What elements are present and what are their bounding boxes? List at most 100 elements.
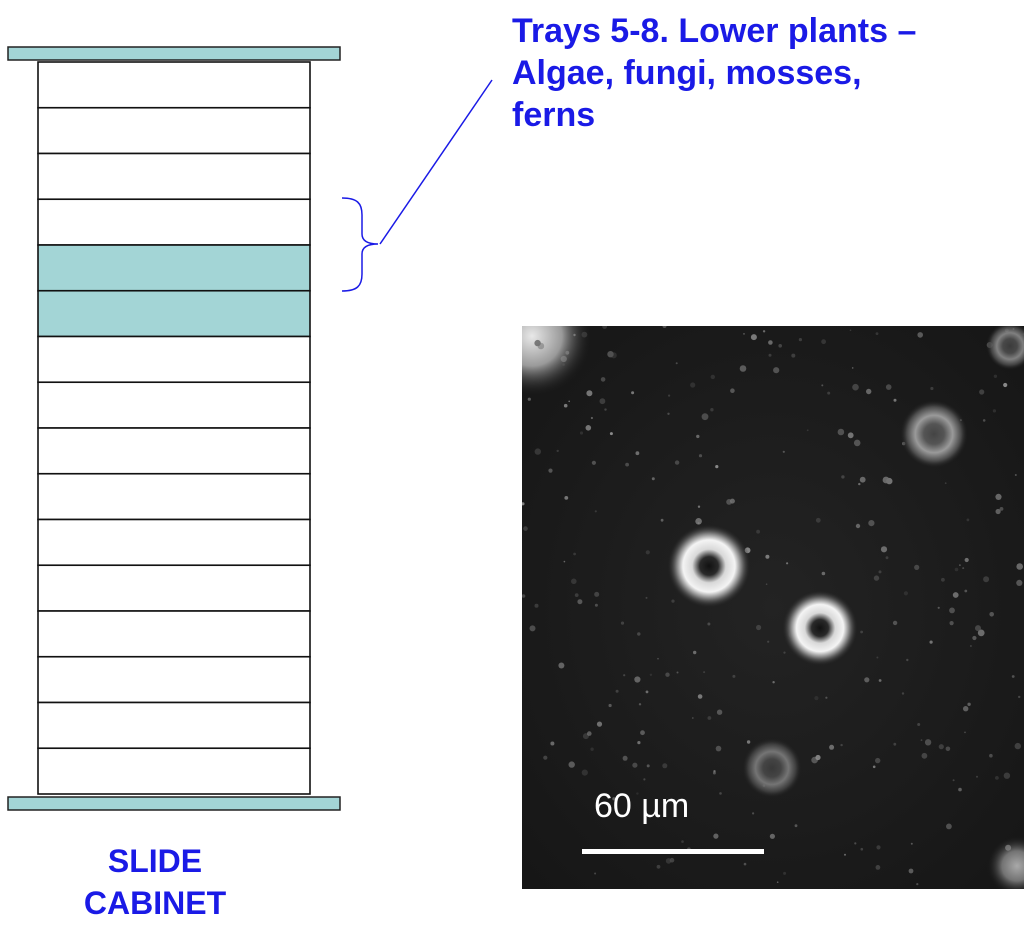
- micrograph-speck: [750, 334, 757, 341]
- micrograph-speck: [543, 755, 548, 760]
- micrograph-speck: [767, 640, 770, 643]
- micrograph-speck: [713, 770, 716, 773]
- micrograph-speck: [690, 382, 696, 388]
- spore-2: [782, 590, 858, 666]
- micrograph-speck: [967, 702, 971, 706]
- micrograph-speck: [821, 339, 826, 345]
- micrograph-speck: [855, 523, 861, 529]
- micrograph-speck: [979, 389, 985, 395]
- micrograph-speck: [550, 741, 555, 746]
- micrograph-speck: [910, 842, 913, 845]
- micrograph-speck: [1003, 382, 1008, 388]
- micrograph-speck: [534, 603, 539, 608]
- micrograph-speck: [875, 865, 881, 870]
- micrograph-speck: [995, 776, 999, 780]
- callout-line-1: Trays 5-8. Lower plants –: [512, 12, 917, 50]
- micrograph-speck: [563, 560, 566, 563]
- micrograph-speck: [852, 383, 859, 391]
- micrograph-speck: [573, 552, 576, 556]
- micrograph-speck: [815, 754, 821, 761]
- micrograph-speck: [715, 465, 719, 469]
- micrograph-speck: [752, 812, 755, 815]
- micrograph-speck: [982, 419, 986, 422]
- micrograph-speck: [1014, 742, 1021, 750]
- micrograph-speck: [671, 599, 675, 603]
- micrograph-speck: [568, 400, 570, 403]
- micrograph-speck: [707, 622, 711, 626]
- micrograph-speck: [743, 862, 747, 866]
- micrograph-speck: [786, 562, 789, 565]
- micrograph-speck: [634, 676, 641, 683]
- micrograph-speck: [946, 823, 952, 830]
- micrograph-speck: [560, 355, 567, 363]
- micrograph-speck: [972, 635, 977, 641]
- cabinet-tray: [37, 106, 311, 155]
- micrograph-speck: [944, 482, 947, 485]
- micrograph-speck: [1011, 675, 1015, 678]
- micrograph-speck: [581, 769, 588, 776]
- micrograph-speck: [695, 518, 702, 525]
- micrograph-speck: [587, 731, 592, 736]
- spore-1: [667, 524, 751, 608]
- scale-bar: [582, 849, 764, 854]
- micrograph-speck: [876, 656, 879, 659]
- callout-line-3: ferns: [512, 96, 596, 134]
- micrograph-speck: [610, 352, 617, 359]
- micrograph-speck: [903, 591, 908, 596]
- micrograph-speck: [649, 673, 653, 676]
- micrograph-speck: [989, 753, 993, 758]
- cabinet-tray: [37, 152, 311, 201]
- micrograph-speck: [794, 824, 798, 828]
- micrograph-speck: [645, 596, 648, 599]
- micrograph-speck: [732, 674, 736, 678]
- micrograph-speck: [841, 475, 845, 479]
- micrograph-speck: [873, 575, 880, 581]
- micrograph-speck: [840, 743, 843, 747]
- micrograph-speck: [594, 591, 600, 597]
- micrograph-speck: [858, 482, 861, 486]
- cabinet-tray-highlighted: [37, 289, 311, 338]
- micrograph-speck: [612, 797, 616, 801]
- micrograph-speck: [893, 398, 897, 402]
- micrograph-speck: [975, 625, 981, 632]
- tray-bracket: [341, 197, 379, 292]
- micrograph-speck: [523, 526, 528, 531]
- micrograph-speck: [574, 593, 579, 597]
- micrograph-speck: [844, 853, 846, 856]
- micrograph-speck: [765, 554, 770, 559]
- micrograph-speck: [914, 564, 920, 570]
- micrograph-speck: [527, 397, 531, 401]
- micrograph-speck: [571, 578, 577, 585]
- micrograph-speck: [917, 332, 923, 338]
- micrograph-speck: [620, 621, 625, 625]
- micrograph-speck: [829, 744, 835, 750]
- micrograph-speck: [945, 746, 951, 752]
- cabinet-tray: [37, 427, 311, 475]
- micrograph-speck: [1016, 563, 1023, 570]
- micrograph-speck: [643, 778, 646, 781]
- micrograph-speck: [529, 625, 536, 632]
- scale-bar-label: 60 µm: [594, 787, 690, 825]
- micrograph-speck: [645, 690, 649, 694]
- micrograph-speck: [635, 451, 640, 456]
- micrograph-speck: [586, 390, 593, 397]
- micrograph-speck: [916, 883, 919, 886]
- micrograph-speck: [849, 329, 852, 332]
- cabinet-tray: [37, 564, 311, 612]
- micrograph-speck: [681, 840, 684, 843]
- micrograph-speck: [762, 330, 766, 333]
- micrograph-speck: [962, 567, 965, 570]
- micrograph-speck: [590, 747, 594, 751]
- micrograph-speck: [665, 858, 672, 864]
- cabinet-tray-highlighted: [37, 244, 311, 292]
- micrograph-speck: [730, 388, 735, 393]
- micrograph-image: 60 µm: [522, 326, 1024, 889]
- micrograph-speck: [579, 431, 584, 435]
- micrograph-speck: [548, 468, 553, 473]
- micrograph-speck: [860, 847, 864, 851]
- micrograph-speck: [640, 730, 645, 736]
- micrograph-speck: [995, 508, 1001, 515]
- micrograph-speck: [776, 881, 779, 883]
- callout-leader-line: [379, 79, 493, 245]
- cabinet-tray: [37, 701, 311, 750]
